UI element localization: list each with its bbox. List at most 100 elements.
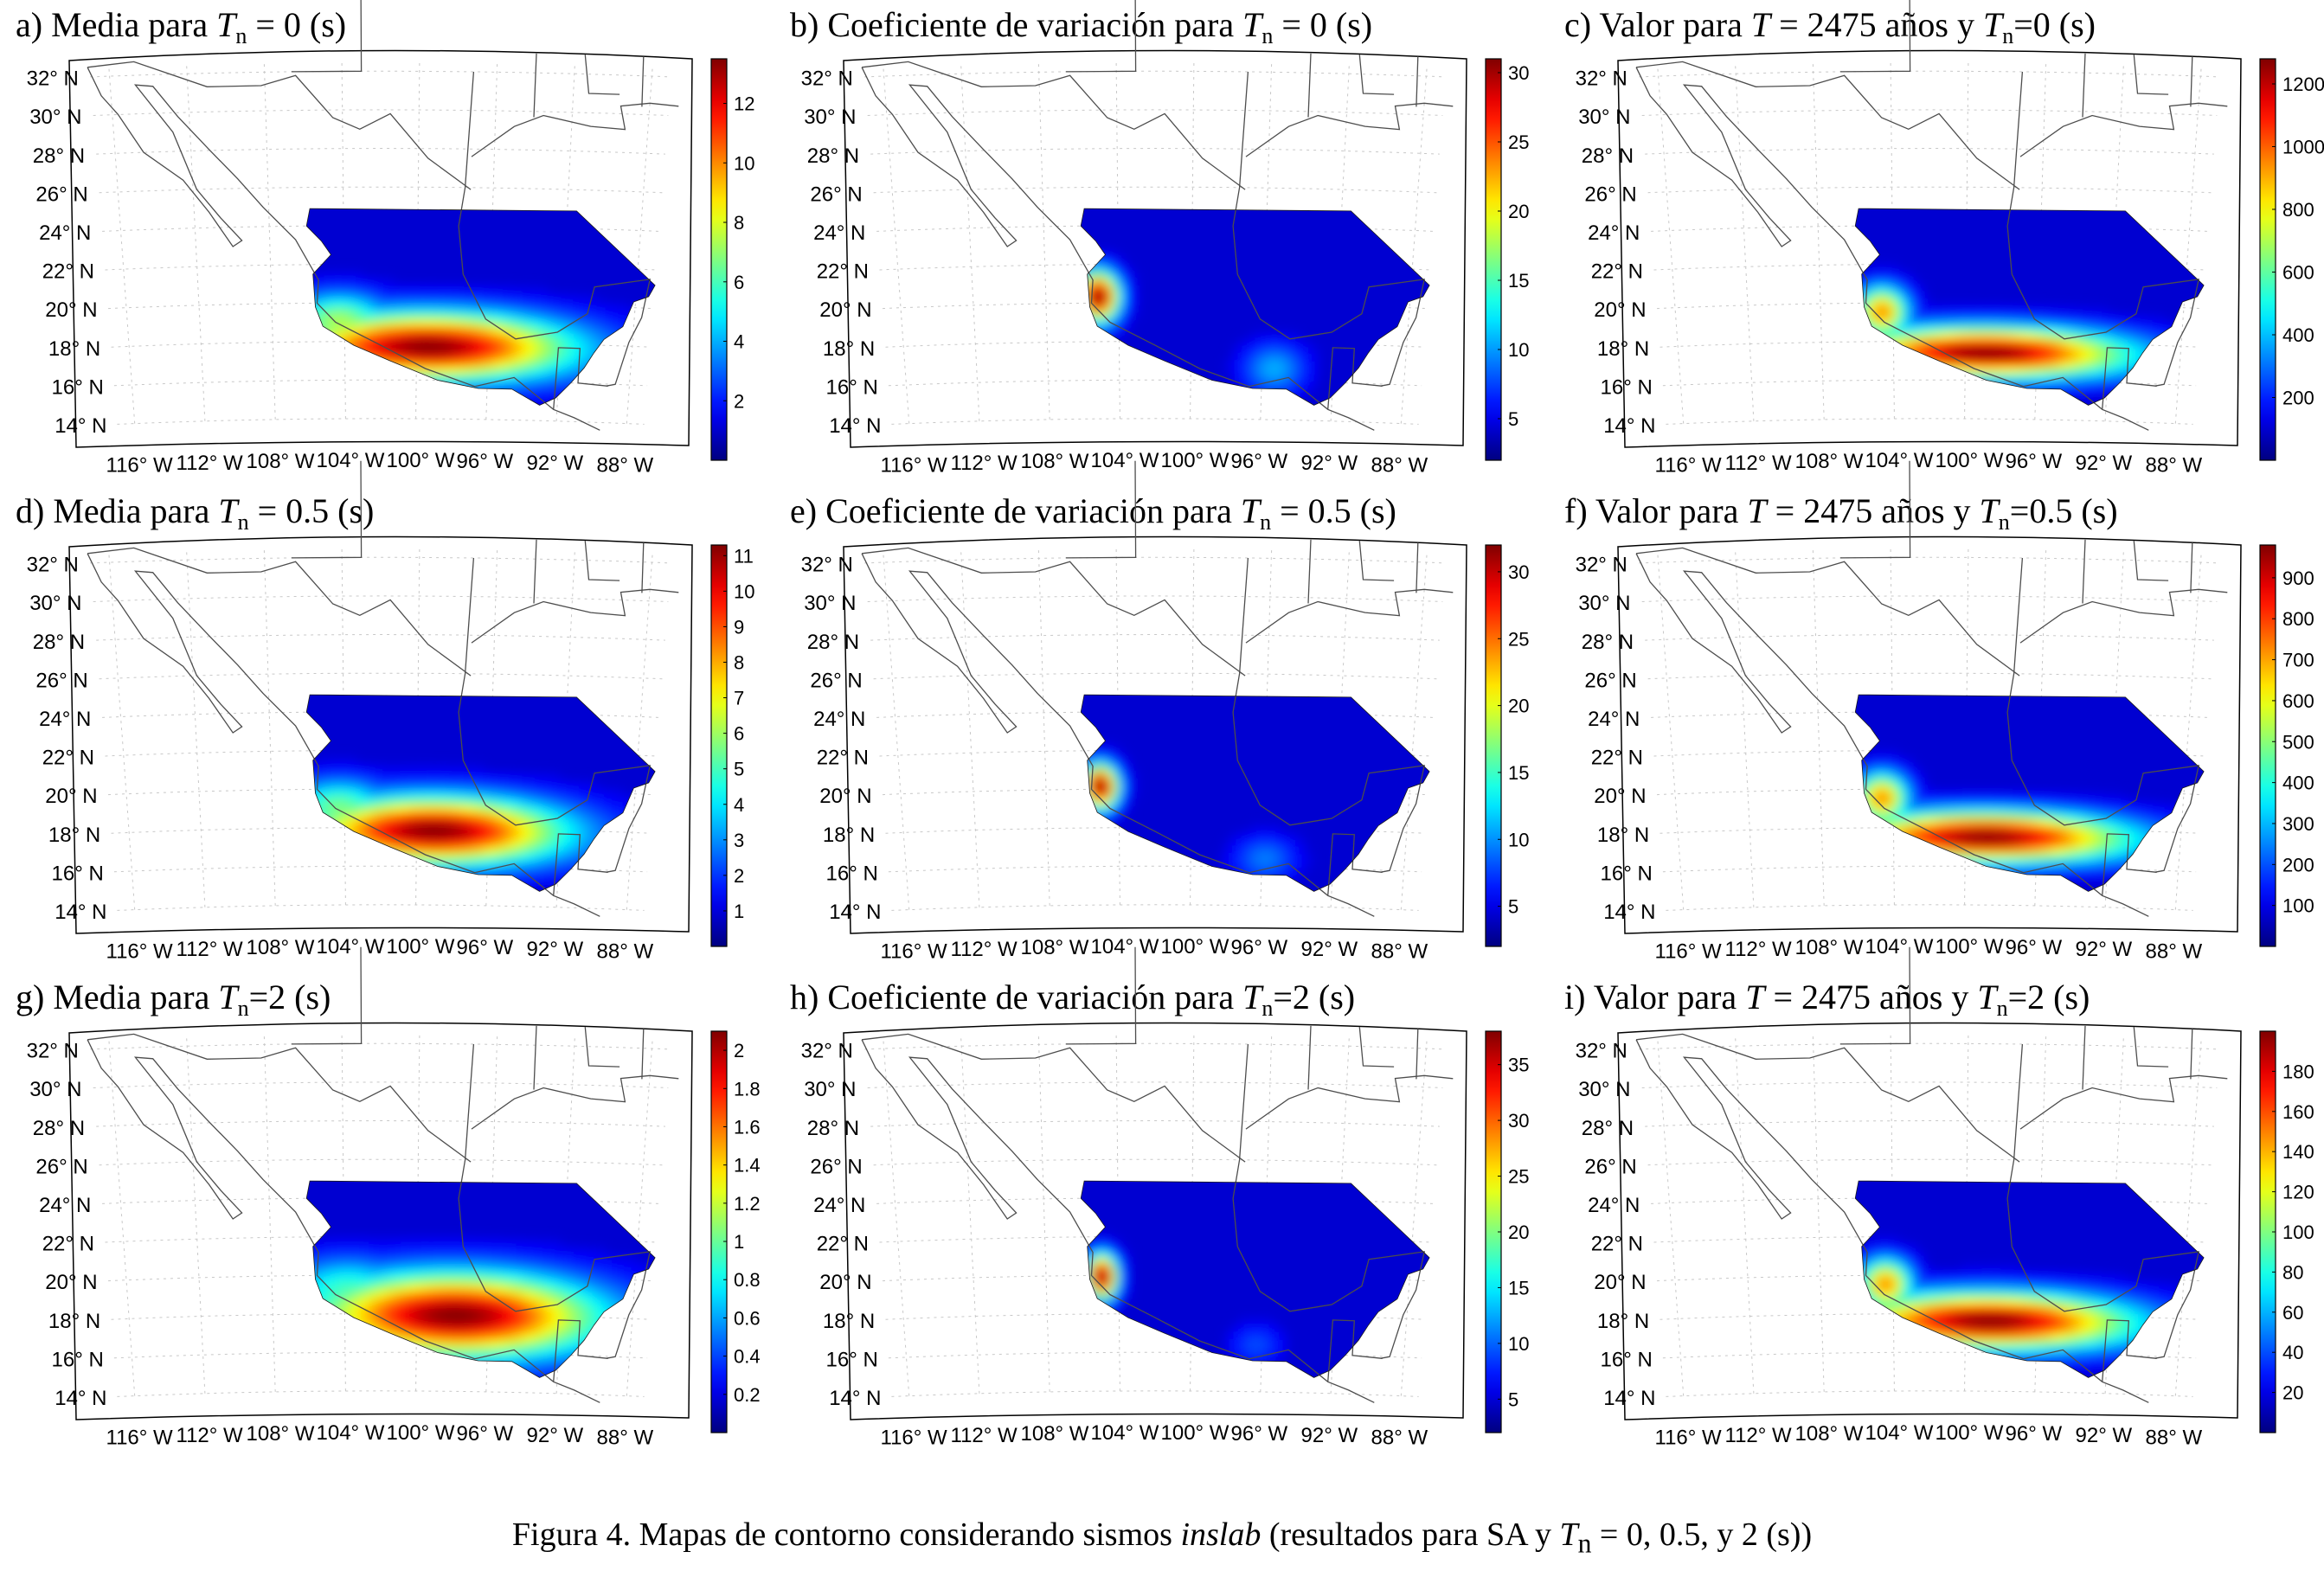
heatmap-cell	[388, 324, 395, 333]
heatmap-cell	[401, 291, 408, 299]
heatmap-cell	[493, 373, 501, 382]
heatmap-cell	[516, 772, 523, 780]
heatmap-cell	[2056, 825, 2064, 834]
heatmap-cell	[2024, 859, 2032, 867]
heatmap-cell	[468, 379, 476, 388]
heatmap-cell	[445, 318, 453, 327]
heatmap-cell	[1974, 358, 1981, 367]
heatmap-cell	[2091, 388, 2099, 396]
heatmap-cell	[569, 362, 576, 369]
heatmap-cell	[563, 840, 570, 849]
heatmap-cell	[1879, 298, 1887, 306]
heatmap-cell	[382, 1243, 389, 1251]
heatmap-cell	[526, 826, 534, 835]
heatmap-cell	[356, 305, 364, 313]
heatmap-cell	[1287, 839, 1295, 848]
heatmap-cell	[2049, 366, 2057, 375]
heatmap-cell	[1923, 791, 1931, 798]
heatmap-cell	[2005, 858, 2013, 867]
heatmap-cell	[420, 1236, 427, 1245]
heatmap-cell	[500, 366, 508, 375]
heatmap-cell	[1111, 791, 1119, 799]
heatmap-cell	[1948, 331, 1957, 340]
heatmap-cell	[450, 858, 458, 867]
heatmap-cell	[425, 358, 433, 367]
heatmap-cell	[1917, 291, 1925, 299]
heatmap-cell	[1942, 311, 1950, 319]
lat-tick-label: 24° N	[1588, 221, 1640, 245]
heatmap-cell	[1237, 831, 1245, 840]
heatmap-cell	[495, 805, 503, 813]
heatmap-cell	[2006, 318, 2013, 327]
heatmap-cell	[1930, 837, 1938, 846]
heatmap-cell	[2106, 840, 2113, 849]
lat-tick-label: 32° N	[1576, 554, 1627, 577]
heatmap-cell	[2106, 347, 2114, 356]
title-text: g) Media para	[16, 978, 218, 1016]
heatmap-cell	[482, 818, 490, 827]
heatmap-cell	[1872, 291, 1881, 299]
heatmap-cell	[1891, 264, 1899, 273]
heatmap-cell	[438, 831, 446, 840]
heatmap-cell	[549, 368, 557, 376]
heatmap-cell	[324, 1270, 332, 1279]
heatmap-cell	[2118, 362, 2125, 369]
heatmap-cell	[1886, 331, 1894, 340]
heatmap-cell	[559, 313, 567, 322]
heatmap-cell	[501, 346, 508, 355]
heatmap-cell	[490, 771, 498, 779]
heatmap-cell	[444, 851, 452, 860]
heatmap-cell	[401, 1263, 408, 1272]
heatmap-cell	[1923, 818, 1932, 826]
heatmap-cell	[324, 285, 332, 292]
heatmap-cell	[506, 846, 514, 855]
heatmap-cell	[444, 838, 452, 847]
lon-gridline	[960, 64, 980, 421]
heatmap-cell	[1891, 298, 1900, 306]
heatmap-cell	[1961, 324, 1969, 333]
heatmap-cell	[324, 757, 331, 766]
heatmap-cell	[2055, 846, 2063, 855]
heatmap-cell	[369, 284, 376, 292]
heatmap-cell	[413, 811, 421, 819]
heatmap-cell	[524, 873, 531, 882]
heatmap-cell	[400, 1304, 408, 1312]
heatmap-cell	[543, 374, 551, 382]
heatmap-cell	[2104, 382, 2112, 389]
heatmap-cell	[324, 805, 332, 812]
heatmap-cell	[1981, 345, 1988, 354]
heatmap-cell	[451, 811, 459, 819]
lat-tick-label: 14° N	[829, 414, 881, 438]
heatmap-cell	[1910, 770, 1919, 779]
heatmap-cell	[1306, 354, 1313, 362]
heatmap-cell	[445, 285, 453, 293]
heatmap-cell	[481, 373, 489, 382]
heatmap-cell	[1873, 798, 1881, 805]
border-line	[862, 547, 1246, 676]
heatmap-cell	[469, 339, 477, 347]
lon-tick-label: 116° W	[106, 940, 174, 964]
heatmap-cell	[2011, 366, 2019, 374]
heatmap-cell	[2050, 339, 2058, 348]
heatmap-cell	[1287, 866, 1294, 875]
heatmap-cell	[531, 360, 539, 369]
heatmap-cell	[1112, 818, 1120, 826]
heatmap-cell	[468, 865, 476, 874]
heatmap-cell	[1961, 791, 1970, 799]
heatmap-cell	[420, 305, 427, 313]
heatmap-cell	[496, 312, 504, 321]
heatmap-cell	[1085, 285, 1094, 292]
lat-tick-label: 22° N	[817, 747, 869, 770]
heatmap-cell	[1987, 338, 1994, 347]
heatmap-cell	[549, 388, 556, 396]
heatmap-cell	[413, 345, 421, 353]
heatmap-cell	[356, 284, 363, 292]
heatmap-cell	[456, 852, 464, 860]
heatmap-cell	[2051, 798, 2058, 807]
heatmap-cell	[426, 291, 433, 299]
heatmap-cell	[1274, 373, 1281, 382]
heatmap-cell	[577, 334, 584, 343]
colorbar-tick-label: 10	[734, 152, 754, 174]
heatmap-cell	[500, 353, 508, 362]
heatmap-cell	[394, 1311, 401, 1319]
